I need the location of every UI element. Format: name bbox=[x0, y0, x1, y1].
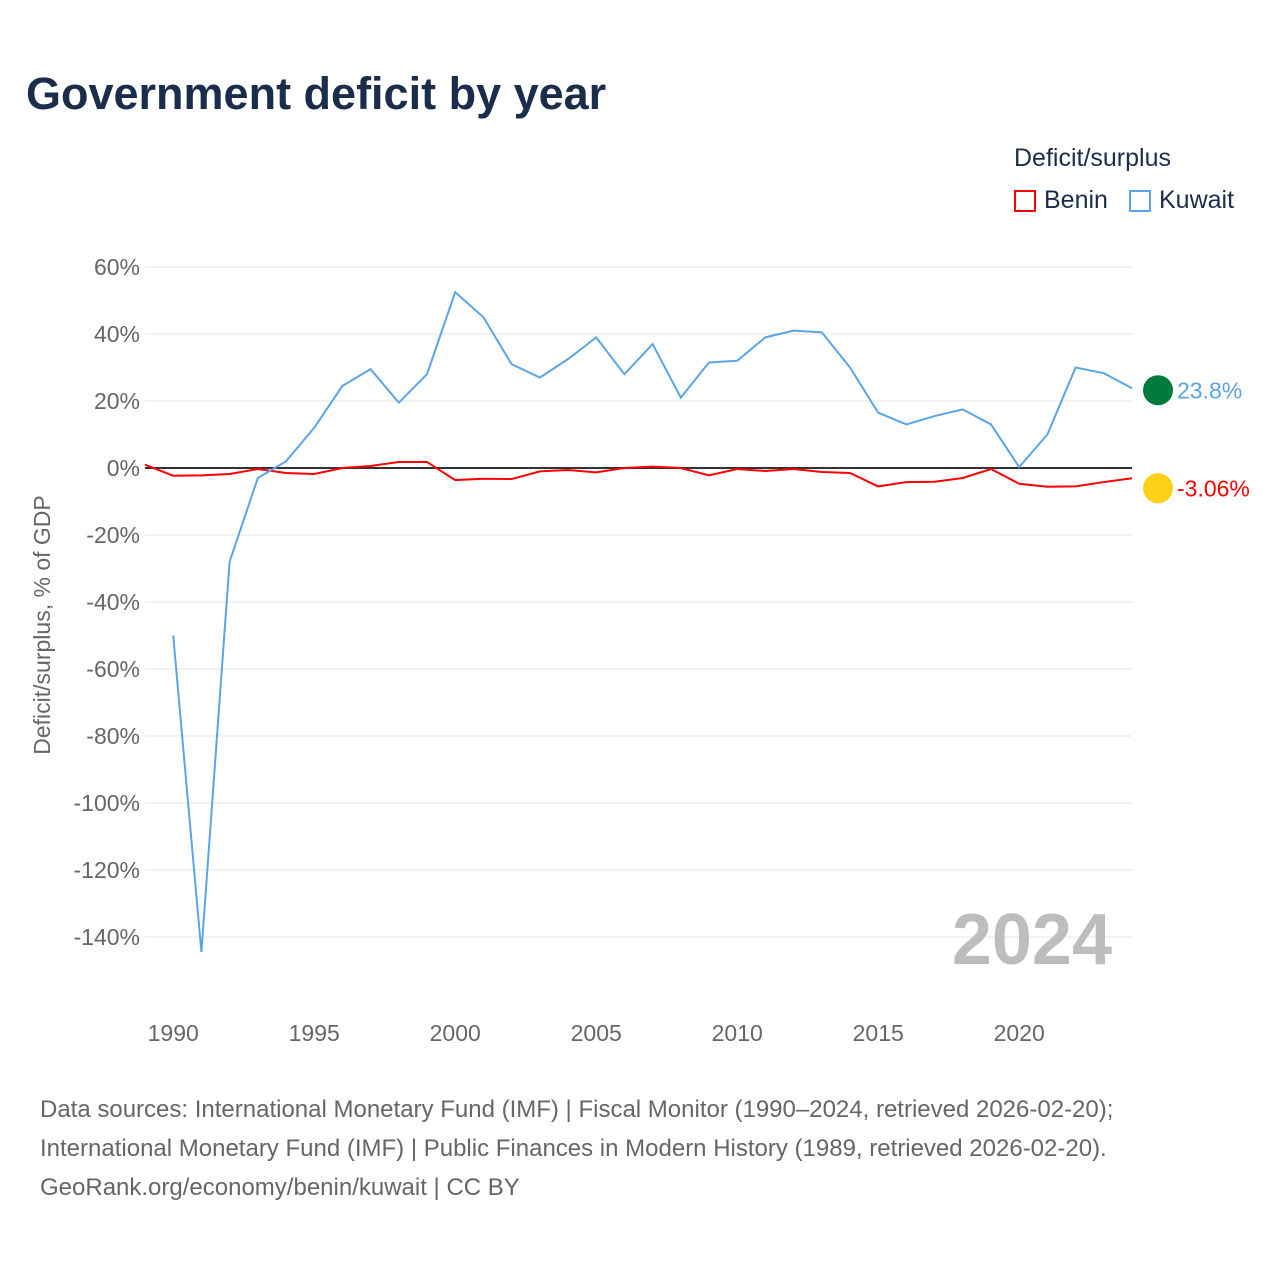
source-line: International Monetary Fund (IMF) | Publ… bbox=[40, 1135, 1107, 1162]
y-tick-label: 60% bbox=[94, 254, 140, 280]
x-tick-label: 2015 bbox=[853, 1020, 904, 1046]
x-tick-label: 2010 bbox=[712, 1020, 763, 1046]
legend-label: Kuwait bbox=[1159, 186, 1235, 214]
series-line-benin bbox=[144, 460, 1133, 488]
chart-title: Government deficit by year bbox=[26, 68, 607, 119]
x-tick-label: 2005 bbox=[571, 1020, 622, 1046]
attribution-link[interactable]: GeoRank.org/economy/benin/kuwait | CC BY bbox=[40, 1174, 520, 1201]
legend-item-benin[interactable]: Benin bbox=[1014, 186, 1108, 215]
end-label-kuwait: 23.8% bbox=[1177, 377, 1242, 403]
y-tick-label: -120% bbox=[74, 857, 140, 883]
source-line: Data sources: International Monetary Fun… bbox=[40, 1096, 1114, 1123]
flag-icon-kuwait bbox=[1143, 375, 1173, 406]
x-tick-label: 1995 bbox=[289, 1020, 340, 1046]
legend-swatch bbox=[1129, 189, 1151, 212]
y-tick-label: -40% bbox=[86, 589, 140, 615]
y-tick-label: -100% bbox=[74, 790, 140, 816]
x-tick-label: 1990 bbox=[148, 1020, 199, 1046]
y-tick-label: 20% bbox=[94, 388, 140, 414]
x-tick-label: 2020 bbox=[994, 1020, 1045, 1046]
legend-label: Benin bbox=[1044, 186, 1108, 214]
footer: Data sources: International Monetary Fun… bbox=[40, 1090, 1113, 1207]
y-tick-label: -60% bbox=[86, 656, 140, 682]
y-axis-label: Deficit/surplus, % of GDP bbox=[29, 495, 55, 754]
end-label-benin: -3.06% bbox=[1177, 475, 1250, 501]
line-chart: 60% 40% 20% 0% -20% -40% -60% -80% -100% -120% -14… bbox=[29, 254, 1250, 1046]
year-watermark: 2024 bbox=[952, 900, 1112, 980]
legend-item-kuwait[interactable]: Kuwait bbox=[1129, 186, 1234, 215]
series-line-kuwait bbox=[172, 290, 1133, 953]
legend-title: Deficit/surplus bbox=[1014, 144, 1171, 172]
y-tick-label: 40% bbox=[94, 321, 140, 347]
x-tick-label: 2000 bbox=[430, 1020, 481, 1046]
legend-swatch bbox=[1014, 189, 1036, 212]
y-tick-label: -80% bbox=[86, 723, 140, 749]
y-tick-label: -20% bbox=[86, 522, 140, 548]
flag-icon-benin bbox=[1143, 473, 1173, 504]
y-tick-label: 0% bbox=[107, 455, 140, 481]
y-tick-label: -140% bbox=[74, 924, 140, 950]
